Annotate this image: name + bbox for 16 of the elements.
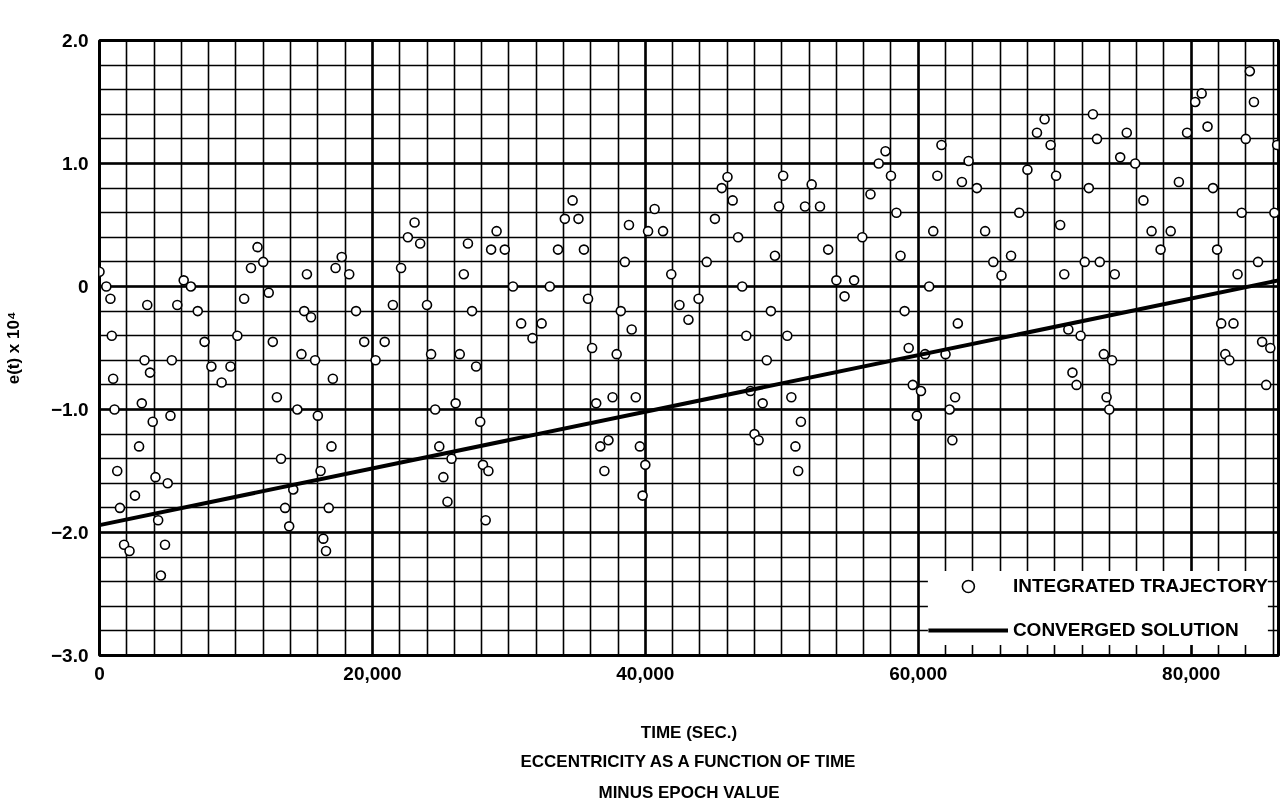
x-tick-label: 20,000 [343,662,402,684]
x-tick-label: 60,000 [889,662,948,684]
y-tick-label: −3.0 [50,645,89,666]
text: ECCENTRICITY AS A FUNCTION OF TIME MINUS EPOCH VALUE [520,751,856,802]
y-tick-label: −1.0 [50,399,89,420]
x-tick-label: 80,000 [1162,662,1221,684]
y-tick-label: 2.0 [62,30,89,51]
x-tick-label: 40,000 [616,662,675,684]
y-tick-label: 1.0 [62,153,89,174]
y-axis-title: e(t) x 10⁴ [3,311,23,385]
y-tick-label: 0 [77,276,89,297]
legend-label: CONVERGED SOLUTION [1012,619,1239,641]
y-tick-label: −2.0 [50,522,89,543]
x-tick-label: 0 [94,662,105,684]
x-axis-title: TIME (SEC.) [640,722,738,742]
legend-label: INTEGRATED TRAJECTORY [1012,575,1268,597]
